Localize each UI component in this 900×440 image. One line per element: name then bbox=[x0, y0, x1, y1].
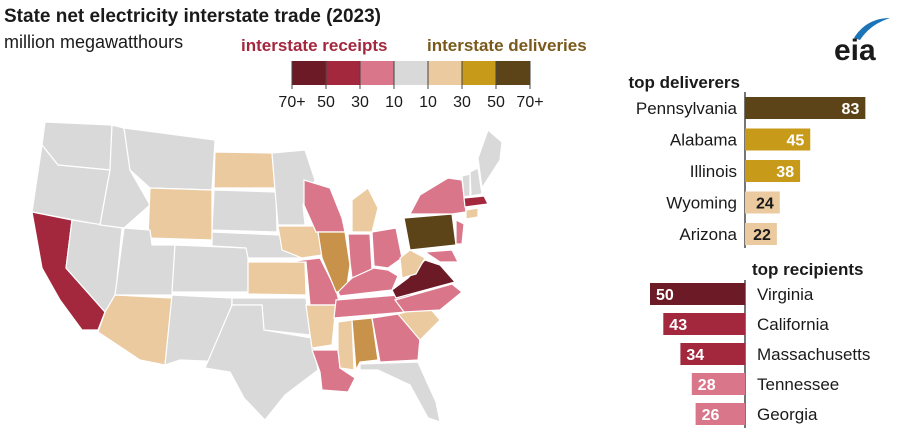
recipient-value-label: 34 bbox=[686, 347, 704, 364]
recipient-bar bbox=[691, 373, 745, 395]
recipient-bar bbox=[695, 403, 745, 425]
legend-tick-label: 50 bbox=[317, 94, 335, 111]
state-arkansas bbox=[305, 304, 337, 349]
state-wyoming bbox=[147, 187, 213, 241]
recipient-category-label: Georgia bbox=[757, 405, 818, 424]
state-north-carolina bbox=[393, 283, 463, 313]
deliverers-title: top deliverers bbox=[629, 73, 741, 92]
legend-tick-label: 70+ bbox=[516, 94, 543, 111]
state-alabama bbox=[351, 317, 379, 373]
deliverer-value-label: 38 bbox=[776, 164, 794, 181]
recipient-bar bbox=[680, 343, 745, 365]
legend-swatch bbox=[326, 61, 360, 85]
state-kentucky bbox=[337, 267, 399, 297]
recipient-category-label: Tennessee bbox=[757, 375, 839, 394]
state-west-virginia bbox=[399, 249, 426, 279]
state-new-jersey bbox=[455, 219, 465, 245]
bar-charts: top deliverers Pennsylvania 83 Alabama 45 Ill… bbox=[629, 73, 870, 428]
deliverer-category-label: Wyoming bbox=[666, 194, 737, 213]
state-virginia bbox=[391, 259, 457, 299]
state-massachusetts bbox=[463, 195, 489, 208]
legend-swatch bbox=[292, 61, 326, 85]
color-legend: 70+ 50 30 10 10 30 50 70+ bbox=[278, 61, 544, 111]
state-wisconsin bbox=[303, 179, 346, 233]
legend-tick-label: 30 bbox=[453, 94, 471, 111]
state-north-dakota bbox=[213, 151, 276, 189]
deliverer-bar bbox=[745, 97, 866, 119]
deliverer-category-label: Illinois bbox=[690, 162, 737, 181]
us-map bbox=[31, 121, 503, 423]
recipient-value-label: 28 bbox=[698, 377, 716, 394]
deliverer-bar bbox=[745, 223, 777, 245]
deliverer-value-label: 45 bbox=[786, 133, 804, 150]
deliverer-bar bbox=[745, 160, 801, 182]
legend-swatch bbox=[394, 61, 428, 85]
deliverer-category-label: Pennsylvania bbox=[636, 99, 738, 118]
legend-tick-label: 10 bbox=[385, 94, 403, 111]
state-new-hampshire bbox=[469, 167, 483, 197]
state-mississippi bbox=[337, 319, 355, 371]
state-connecticut bbox=[465, 207, 479, 220]
logo-swoosh-icon bbox=[854, 18, 890, 40]
state-michigan bbox=[351, 187, 379, 233]
deliverer-value-label: 83 bbox=[842, 101, 860, 118]
deliverer-category-label: Arizona bbox=[679, 225, 737, 244]
deliverer-bar bbox=[745, 128, 811, 151]
recipient-category-label: California bbox=[757, 315, 829, 334]
legend-swatch bbox=[428, 61, 462, 85]
state-florida bbox=[359, 361, 441, 423]
state-minnesota bbox=[271, 149, 316, 226]
state-maine bbox=[477, 128, 503, 190]
legend-deliveries-label: interstate deliveries bbox=[427, 36, 587, 55]
state-kansas bbox=[247, 261, 307, 296]
legend-tick-label: 30 bbox=[351, 94, 369, 111]
legend-tick-label: 50 bbox=[487, 94, 505, 111]
state-arizona bbox=[97, 294, 173, 366]
state-colorado bbox=[171, 244, 249, 293]
state-montana bbox=[123, 127, 216, 191]
recipient-value-label: 26 bbox=[702, 407, 720, 424]
legend-swatch bbox=[462, 61, 496, 85]
chart-title: State net electricity interstate trade (… bbox=[4, 6, 381, 27]
legend-swatch bbox=[360, 61, 394, 85]
legend-receipts-label: interstate receipts bbox=[241, 36, 388, 55]
recipient-value-label: 43 bbox=[669, 317, 687, 334]
state-ohio bbox=[371, 227, 403, 269]
deliverer-bar bbox=[745, 191, 780, 214]
recipient-value-label: 50 bbox=[656, 287, 674, 304]
logo-text: eia bbox=[834, 34, 876, 67]
legend-swatch bbox=[496, 61, 530, 85]
recipient-bar bbox=[663, 313, 745, 335]
state-iowa bbox=[277, 225, 323, 259]
recipients-title: top recipients bbox=[752, 260, 863, 279]
eia-logo: eia bbox=[834, 18, 890, 67]
state-texas bbox=[204, 304, 319, 421]
deliverer-category-label: Alabama bbox=[670, 131, 738, 150]
legend-tick-label: 70+ bbox=[278, 94, 305, 111]
state-south-dakota bbox=[211, 189, 278, 233]
state-maryland bbox=[423, 249, 459, 263]
legend-tick-label: 10 bbox=[419, 94, 437, 111]
recipient-bar bbox=[650, 283, 745, 305]
recipient-category-label: Virginia bbox=[757, 285, 814, 304]
deliverer-value-label: 22 bbox=[753, 227, 771, 244]
state-vermont bbox=[461, 173, 471, 198]
deliverer-value-label: 24 bbox=[756, 196, 774, 213]
recipient-category-label: Massachusetts bbox=[757, 345, 870, 364]
chart-subtitle: million megawatthours bbox=[4, 32, 184, 52]
state-new-york bbox=[409, 177, 467, 215]
state-pennsylvania bbox=[403, 213, 457, 251]
